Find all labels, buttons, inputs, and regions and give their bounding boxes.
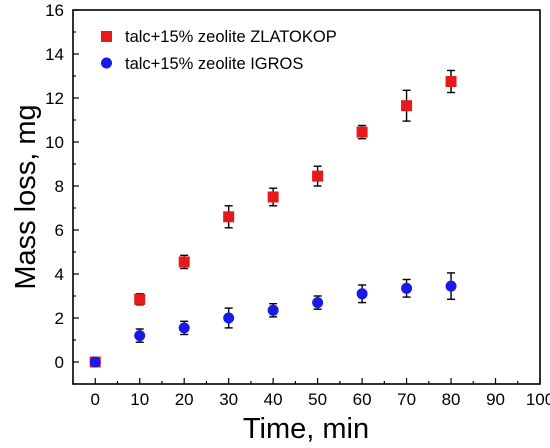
y-tick-label: 4 [55, 265, 64, 284]
x-tick-label: 70 [397, 390, 416, 409]
point-igros [356, 288, 368, 300]
point-zlatokop [356, 126, 368, 138]
x-tick-label: 90 [486, 390, 505, 409]
x-tick-label: 30 [219, 390, 238, 409]
y-tick-label: 2 [55, 309, 64, 328]
y-axis-title: Mass loss, mg [10, 104, 42, 289]
point-igros [134, 330, 146, 342]
point-zlatokop [445, 76, 457, 87]
x-tick-label: 50 [308, 390, 327, 409]
x-axis-title: Time, min [243, 413, 369, 445]
x-tick-label: 60 [353, 390, 372, 409]
point-zlatokop [401, 100, 413, 112]
point-igros [445, 280, 457, 292]
y-tick-label: 16 [45, 1, 64, 20]
y-tick-label: 6 [55, 221, 64, 240]
y-tick-label: 12 [45, 89, 64, 108]
x-tick-label: 0 [91, 390, 100, 409]
y-tick-label: 0 [55, 353, 64, 372]
point-zlatokop [134, 293, 146, 305]
point-igros [223, 312, 235, 324]
x-tick-label: 80 [442, 390, 461, 409]
legend-label-zlatokop: talc+15% zeolite ZLATOKOP [125, 28, 337, 46]
legend-marker-zlatokop [101, 31, 112, 42]
point-zlatokop [312, 170, 324, 182]
point-igros [89, 356, 101, 368]
x-tick-label: 100 [526, 390, 550, 409]
point-zlatokop [178, 256, 190, 268]
point-igros [312, 297, 324, 309]
legend-label-igros: talc+15% zeolite IGROS [125, 55, 303, 73]
legend: talc+15% zeolite ZLATOKOP talc+15% zeoli… [101, 28, 337, 73]
y-tick-label: 14 [45, 45, 64, 64]
plot-frame [72, 9, 541, 385]
point-igros [401, 282, 413, 294]
legend-marker-igros [101, 57, 112, 69]
axis-ticks [72, 9, 541, 385]
x-tick-label: 40 [264, 390, 283, 409]
y-tick-label: 8 [55, 177, 64, 196]
point-zlatokop [267, 191, 279, 203]
tick-labels: 0 10 20 30 40 50 60 70 80 90 100 0 2 4 6 8 10 12 14 16 [45, 1, 550, 409]
point-igros [267, 304, 279, 316]
y-tick-label: 10 [45, 133, 64, 152]
point-zlatokop [223, 211, 235, 223]
data-marks [89, 69, 457, 368]
point-igros [178, 322, 190, 334]
x-tick-label: 20 [175, 390, 194, 409]
x-tick-label: 10 [130, 390, 149, 409]
